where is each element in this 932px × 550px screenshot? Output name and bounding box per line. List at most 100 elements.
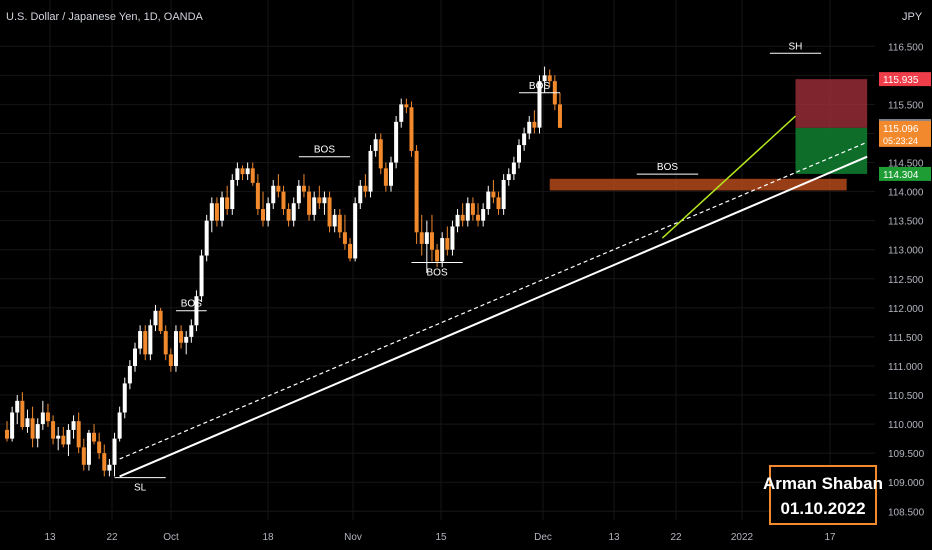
candle bbox=[45, 403, 50, 427]
candle bbox=[138, 325, 143, 355]
trendline-main bbox=[119, 155, 868, 478]
candle-body bbox=[348, 243, 353, 259]
candle bbox=[389, 156, 393, 192]
candle-body bbox=[470, 203, 475, 215]
candle bbox=[214, 197, 219, 227]
x-tick-label: 2022 bbox=[731, 532, 754, 543]
trendlines bbox=[119, 115, 868, 478]
candle-body bbox=[45, 412, 50, 422]
candle-body bbox=[429, 232, 434, 250]
candle-body bbox=[235, 168, 240, 180]
candle-body bbox=[291, 203, 296, 221]
candle bbox=[66, 424, 71, 457]
y-tick-label: 112.000 bbox=[888, 304, 924, 315]
candle-body bbox=[517, 145, 521, 163]
candle-body bbox=[143, 331, 148, 355]
candle-body bbox=[163, 331, 168, 355]
candle-body bbox=[5, 429, 9, 439]
y-tick-label: 114.500 bbox=[888, 159, 924, 170]
candle bbox=[266, 197, 271, 227]
candle bbox=[383, 162, 388, 192]
candle bbox=[122, 377, 127, 419]
candle bbox=[158, 307, 163, 334]
candle-body bbox=[511, 162, 516, 175]
candle bbox=[71, 415, 76, 439]
candle-body bbox=[230, 179, 235, 210]
x-tick-label: 18 bbox=[262, 532, 274, 543]
candle-body bbox=[76, 421, 81, 448]
candle-body bbox=[56, 435, 61, 439]
candle bbox=[537, 75, 542, 134]
watermark-frame bbox=[769, 465, 877, 525]
candle bbox=[517, 139, 521, 169]
candle-body bbox=[117, 412, 122, 439]
candle bbox=[332, 209, 337, 233]
candle bbox=[204, 214, 209, 262]
candle-body bbox=[102, 453, 107, 471]
x-tick-label: 22 bbox=[670, 532, 682, 543]
candle bbox=[455, 209, 460, 233]
candle-body bbox=[399, 104, 404, 122]
candle-body bbox=[389, 162, 393, 186]
candle bbox=[255, 174, 260, 215]
candle-body bbox=[455, 214, 460, 227]
candle bbox=[363, 174, 368, 198]
annotation-bos: BOS bbox=[529, 81, 550, 92]
candle bbox=[527, 116, 532, 140]
candle bbox=[322, 191, 327, 215]
candle bbox=[378, 133, 383, 175]
candle-body bbox=[368, 150, 373, 192]
candle-body bbox=[522, 133, 527, 146]
candle bbox=[5, 421, 9, 442]
candle bbox=[240, 165, 245, 180]
candle bbox=[220, 191, 225, 227]
candle-body bbox=[537, 81, 542, 128]
x-tick-label: 13 bbox=[608, 532, 620, 543]
candle-body bbox=[40, 412, 45, 425]
candle bbox=[235, 162, 240, 186]
candle-body bbox=[71, 421, 76, 430]
candle bbox=[327, 191, 332, 233]
annotation-sl: SL bbox=[134, 483, 147, 494]
x-tick-label: Dec bbox=[534, 532, 552, 543]
candle-body bbox=[61, 435, 66, 445]
candle-body bbox=[250, 168, 255, 183]
price-label-countdown: 05:23:24 bbox=[883, 136, 918, 146]
candle-body bbox=[506, 174, 511, 180]
candle bbox=[261, 191, 265, 227]
candle-body bbox=[133, 348, 137, 366]
candle-body bbox=[378, 139, 383, 169]
candle bbox=[86, 429, 91, 471]
candle bbox=[312, 191, 317, 221]
candle bbox=[409, 101, 414, 157]
candle bbox=[373, 133, 378, 157]
y-tick-label: 110.500 bbox=[888, 391, 924, 402]
price-label-value: 114.304 bbox=[883, 170, 919, 181]
candle bbox=[102, 444, 107, 477]
candle bbox=[20, 392, 25, 430]
price-label-bg bbox=[879, 166, 931, 181]
candle bbox=[40, 400, 45, 430]
candle bbox=[399, 98, 404, 128]
candle-body bbox=[307, 191, 312, 215]
candle-body bbox=[25, 418, 30, 427]
candle bbox=[209, 197, 214, 233]
y-tick-label: 111.500 bbox=[888, 333, 923, 344]
candle bbox=[10, 406, 15, 442]
candle bbox=[117, 406, 122, 442]
candle bbox=[127, 360, 132, 390]
candle bbox=[460, 203, 465, 227]
x-axis: 13 22 Oct 18 Nov 15 Dec 13 22 2022 17 bbox=[44, 532, 836, 543]
candle-body bbox=[322, 197, 327, 204]
candle-body bbox=[547, 75, 552, 82]
candle bbox=[481, 203, 486, 227]
candle-body bbox=[383, 168, 388, 186]
candle-body bbox=[527, 121, 532, 134]
candle bbox=[92, 424, 97, 445]
candle-body bbox=[214, 203, 219, 221]
candle bbox=[271, 179, 276, 210]
zones bbox=[549, 79, 868, 191]
candle bbox=[245, 162, 250, 180]
candle bbox=[337, 209, 342, 239]
